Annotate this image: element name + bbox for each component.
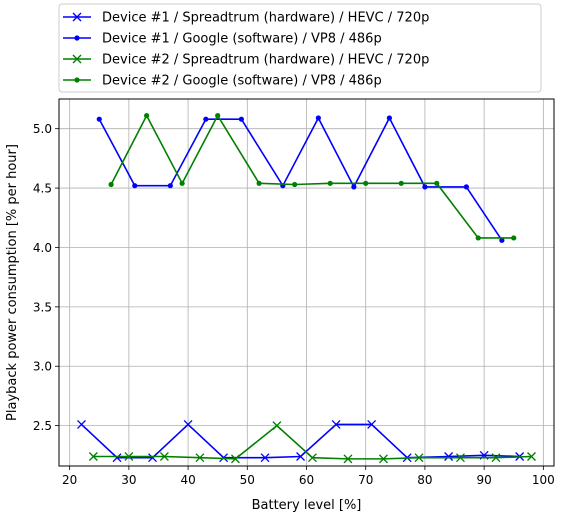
series-2-point xyxy=(386,115,392,121)
series-1-point xyxy=(112,453,122,463)
series-4-point xyxy=(179,180,185,186)
series-3-point xyxy=(491,453,501,463)
legend-box xyxy=(58,3,542,93)
series-2 xyxy=(96,115,505,243)
series-2-point xyxy=(238,116,244,122)
series-3-point xyxy=(159,452,169,461)
series-2-point xyxy=(96,116,102,122)
series-1-point xyxy=(444,452,454,461)
y-tick-label: 4.0 xyxy=(33,241,52,255)
legend-marker-swatch xyxy=(74,77,80,83)
series-3-point xyxy=(124,452,134,461)
x-tick-label: 30 xyxy=(121,473,136,487)
legend-item: Device #1 / Spreadtrum (hardware) / HEVC… xyxy=(63,11,429,26)
series-4-point xyxy=(108,181,114,188)
series-4-point xyxy=(144,113,150,119)
legend-marker-swatch xyxy=(72,54,82,64)
x-tick-label: 60 xyxy=(299,473,314,487)
series-2-point xyxy=(463,184,469,190)
y-tick-label: 2.5 xyxy=(33,419,52,433)
series-3-point xyxy=(195,453,205,463)
series-2-point xyxy=(315,115,321,121)
series-3 xyxy=(88,421,536,464)
series-4-point xyxy=(398,180,404,186)
legend-item: Device #2 / Google (software) / VP8 / 48… xyxy=(63,74,382,89)
series-1-point xyxy=(296,452,306,461)
y-axis-label: Playback power consumption [% per hour] xyxy=(5,144,20,421)
series-1-point xyxy=(331,419,341,429)
series-3-point xyxy=(88,452,98,461)
series-2-point xyxy=(132,183,138,189)
x-tick-label: 90 xyxy=(476,473,491,487)
series-2-point xyxy=(167,183,173,189)
series-2-line xyxy=(98,116,503,241)
series-4-point xyxy=(292,181,298,188)
series-2-point xyxy=(203,116,209,122)
series-4-point xyxy=(215,113,221,119)
series-3-point xyxy=(527,452,536,461)
series-4-point xyxy=(475,235,481,241)
y-tick-label: 5.0 xyxy=(33,122,52,136)
legend-label: Device #1 / Google (software) / VP8 / 48… xyxy=(102,32,382,47)
series-4-point xyxy=(363,180,369,186)
series-3-point xyxy=(272,421,282,431)
legend-marker-swatch xyxy=(74,35,80,41)
series-4-point xyxy=(511,235,517,241)
legend-item: Device #1 / Google (software) / VP8 / 48… xyxy=(63,32,382,47)
legend-item: Device #2 / Spreadtrum (hardware) / HEVC… xyxy=(63,53,429,68)
axis-ticks: 20 30 40 50 60 70 80 90 100 2.5 3.0 3.5 4.0 4.5 5.0 xyxy=(33,122,555,487)
x-tick-label: 40 xyxy=(180,473,195,487)
series-3-point xyxy=(414,453,424,463)
series-1-line xyxy=(80,423,520,459)
series-4-point xyxy=(434,180,440,186)
series-3-point xyxy=(230,454,240,464)
series-3-line xyxy=(93,424,532,460)
series-1-point xyxy=(148,453,158,463)
x-tick-label: 80 xyxy=(417,473,432,487)
series-2-point xyxy=(499,237,505,243)
y-tick-label: 3.0 xyxy=(33,360,52,374)
series-3-point xyxy=(455,453,465,463)
series-3-point xyxy=(379,454,388,464)
y-tick-label: 3.5 xyxy=(33,300,52,314)
grid xyxy=(59,99,554,466)
series-4-point xyxy=(327,180,333,186)
legend-marker-swatch xyxy=(72,12,82,22)
series-2-point xyxy=(351,184,357,190)
x-tick-label: 50 xyxy=(240,473,255,487)
plot-series xyxy=(77,113,536,464)
legend: Device #1 / Spreadtrum (hardware) / HEVC… xyxy=(58,3,542,93)
y-tick-label: 4.5 xyxy=(33,182,52,196)
series-3-point xyxy=(343,454,353,464)
series-1-point xyxy=(77,419,86,429)
series-4 xyxy=(108,113,517,241)
x-axis-label: Battery level [%] xyxy=(252,498,362,513)
series-1-point xyxy=(367,419,377,429)
series-4-point xyxy=(256,180,262,186)
x-tick-label: 20 xyxy=(62,473,77,487)
series-4-line xyxy=(110,113,514,239)
legend-label: Device #2 / Google (software) / VP8 / 48… xyxy=(102,74,382,89)
series-1-point xyxy=(260,453,270,463)
x-tick-label: 100 xyxy=(532,473,555,487)
x-tick-label: 70 xyxy=(358,473,373,487)
series-3-point xyxy=(307,453,317,463)
series-1-point xyxy=(183,419,193,429)
legend-label: Device #2 / Spreadtrum (hardware) / HEVC… xyxy=(102,53,429,68)
legend-label: Device #1 / Spreadtrum (hardware) / HEVC… xyxy=(102,11,429,26)
series-1 xyxy=(77,419,525,463)
series-2-point xyxy=(422,184,428,190)
